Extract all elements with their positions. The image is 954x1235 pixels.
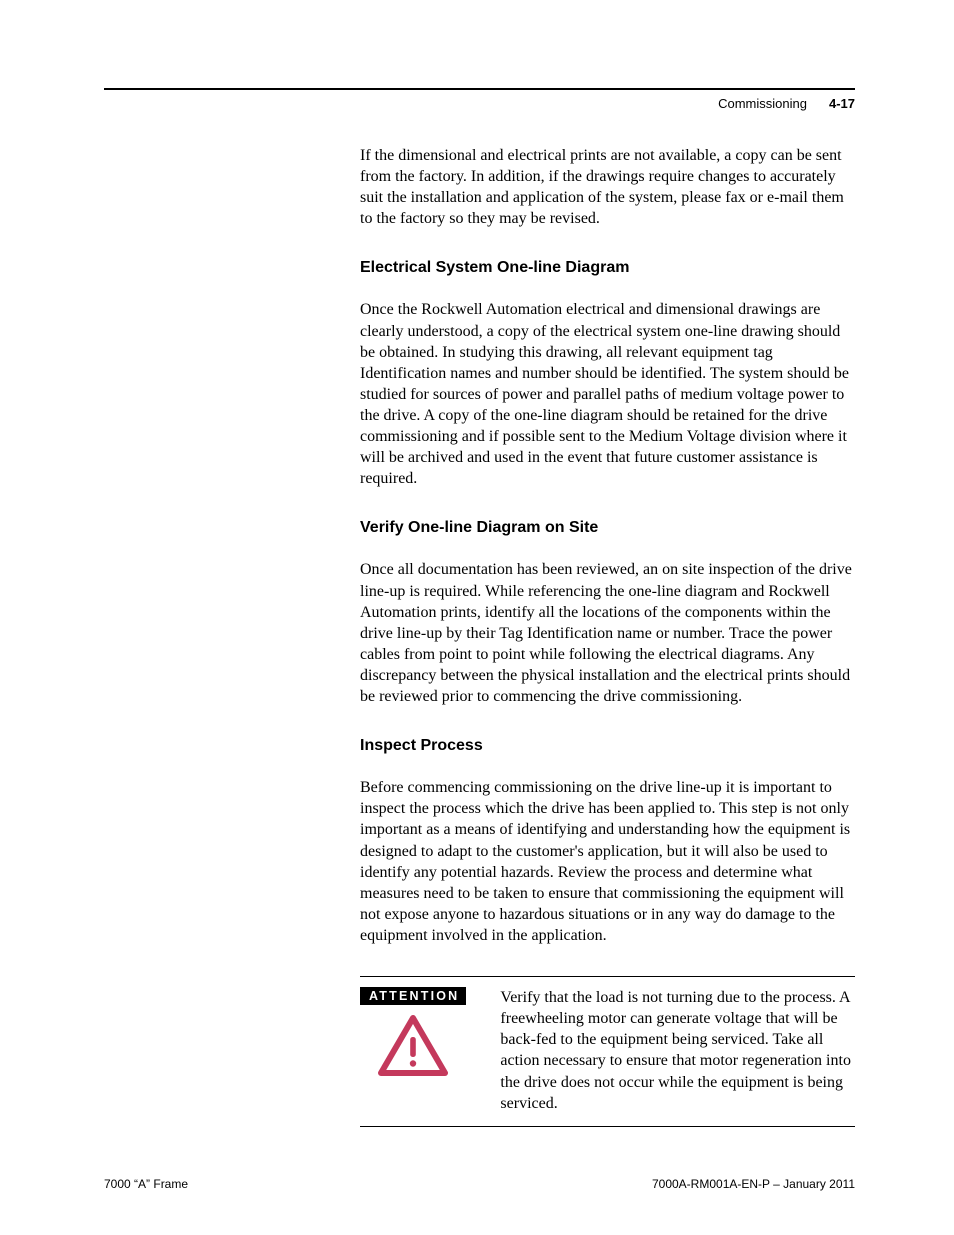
page-header: Commissioning 4-17 xyxy=(104,96,855,111)
attention-text: Verify that the load is not turning due … xyxy=(500,987,855,1114)
attention-block: ATTENTION Verify that the load is not tu… xyxy=(360,976,855,1127)
section-heading-verify: Verify One-line Diagram on Site xyxy=(360,519,855,537)
section-body-verify: Once all documentation has been reviewed… xyxy=(360,559,855,707)
page-footer: 7000 “A” Frame 7000A-RM001A-EN-P – Janua… xyxy=(104,1177,855,1191)
section-body-inspect: Before commencing commissioning on the d… xyxy=(360,777,855,946)
footer-right: 7000A-RM001A-EN-P – January 2011 xyxy=(652,1177,855,1191)
section-body-electrical: Once the Rockwell Automation electrical … xyxy=(360,299,855,489)
section-heading-electrical: Electrical System One-line Diagram xyxy=(360,259,855,277)
attention-tag: ATTENTION xyxy=(360,987,466,1005)
page: Commissioning 4-17 If the dimensional an… xyxy=(0,0,954,1235)
content-column: If the dimensional and electrical prints… xyxy=(360,145,855,1127)
warning-icon xyxy=(378,1015,448,1077)
header-page-number: 4-17 xyxy=(829,96,855,111)
attention-label-col: ATTENTION xyxy=(360,987,466,1114)
intro-paragraph: If the dimensional and electrical prints… xyxy=(360,145,855,229)
header-rule xyxy=(104,88,855,90)
footer-left: 7000 “A” Frame xyxy=(104,1177,188,1191)
header-chapter-title: Commissioning xyxy=(718,96,807,111)
section-heading-inspect: Inspect Process xyxy=(360,737,855,755)
